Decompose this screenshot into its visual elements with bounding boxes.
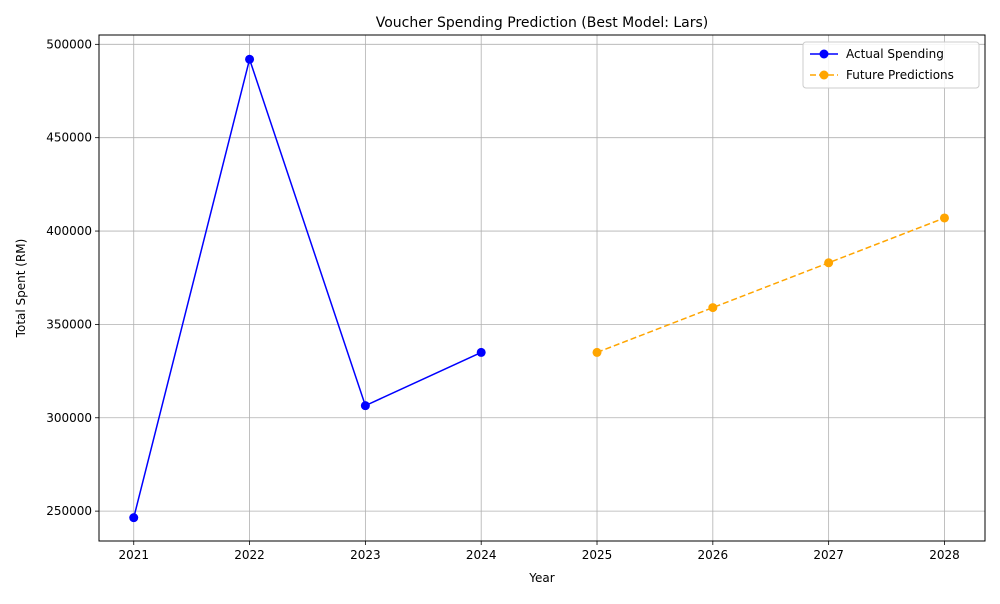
series-line-actual-spending: [133, 56, 482, 518]
legend-label-future-predictions: Future Predictions: [846, 68, 954, 82]
x-tick-label-2021: 2021: [118, 548, 149, 562]
legend-label-actual-spending: Actual Spending: [846, 47, 944, 61]
data-point-actual-spending-2023: [360, 401, 370, 411]
chart-title: Voucher Spending Prediction (Best Model:…: [376, 15, 709, 31]
plot-frame: [98, 34, 986, 542]
y-tick-label-400000: 400000: [46, 224, 92, 238]
x-tick-label-2026: 2026: [698, 548, 729, 562]
legend-marker-future-predictions: [819, 70, 829, 80]
x-tick-label-2022: 2022: [234, 548, 265, 562]
series-actual-spending: [129, 54, 486, 523]
legend-box: [802, 41, 980, 89]
data-point-future-predictions-2026: [708, 303, 718, 313]
data-point-actual-spending-2021: [129, 513, 139, 523]
y-axis-label: Total Spent (RM): [14, 239, 28, 339]
x-tick-label-2023: 2023: [350, 548, 381, 562]
y-tick-label-300000: 300000: [46, 411, 92, 425]
y-tick-label-450000: 450000: [46, 131, 92, 145]
x-tick-label-2025: 2025: [582, 548, 613, 562]
series-future-predictions: [592, 213, 949, 357]
data-point-actual-spending-2024: [476, 347, 486, 357]
x-tick-label-2028: 2028: [929, 548, 960, 562]
series-line-future-predictions: [596, 217, 945, 354]
data-point-actual-spending-2022: [245, 54, 255, 64]
y-tick-label-350000: 350000: [46, 317, 92, 331]
axis-ticks: 2021 2022 2023 2024 2025 2026 2027 2028 250000 30…: [46, 37, 960, 562]
series-layer: [129, 54, 949, 523]
data-point-future-predictions-2028: [939, 213, 949, 223]
data-point-future-predictions-2027: [824, 258, 834, 268]
y-tick-label-500000: 500000: [46, 37, 92, 51]
x-tick-label-2024: 2024: [466, 548, 497, 562]
legend-marker-actual-spending: [819, 49, 829, 59]
x-axis-label: Year: [528, 571, 554, 585]
x-tick-label-2027: 2027: [813, 548, 844, 562]
y-tick-label-250000: 250000: [46, 504, 92, 518]
legend: Actual Spending Future Predictions: [802, 41, 980, 89]
data-point-future-predictions-2025: [592, 347, 602, 357]
